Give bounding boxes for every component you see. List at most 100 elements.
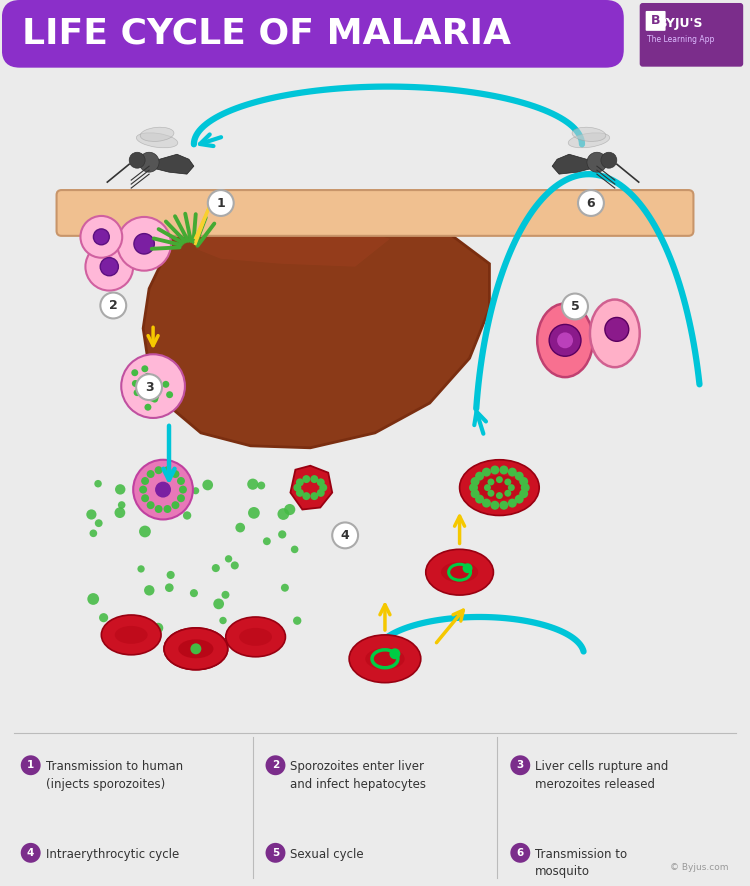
Text: 6: 6 bbox=[586, 197, 596, 209]
Circle shape bbox=[136, 374, 162, 400]
Ellipse shape bbox=[350, 635, 421, 682]
Text: © Byjus.com: © Byjus.com bbox=[670, 863, 728, 872]
Circle shape bbox=[504, 490, 512, 497]
Circle shape bbox=[80, 216, 122, 258]
Circle shape bbox=[500, 501, 508, 509]
Circle shape bbox=[148, 394, 155, 401]
Circle shape bbox=[519, 489, 528, 498]
Circle shape bbox=[549, 324, 581, 356]
Circle shape bbox=[231, 562, 238, 570]
Circle shape bbox=[514, 471, 523, 480]
Text: 5: 5 bbox=[571, 300, 580, 313]
Circle shape bbox=[144, 585, 154, 595]
Circle shape bbox=[482, 468, 491, 477]
FancyBboxPatch shape bbox=[56, 190, 694, 236]
Ellipse shape bbox=[115, 626, 148, 644]
Circle shape bbox=[134, 460, 193, 519]
Circle shape bbox=[94, 480, 102, 487]
Circle shape bbox=[470, 489, 479, 498]
Circle shape bbox=[470, 477, 479, 486]
Text: 4: 4 bbox=[27, 848, 34, 858]
Circle shape bbox=[293, 617, 302, 625]
Circle shape bbox=[139, 525, 151, 538]
Polygon shape bbox=[191, 219, 390, 267]
Circle shape bbox=[488, 478, 494, 486]
Circle shape bbox=[490, 465, 500, 474]
Circle shape bbox=[202, 479, 213, 490]
Circle shape bbox=[291, 546, 298, 553]
Circle shape bbox=[248, 478, 259, 490]
Circle shape bbox=[221, 591, 230, 599]
Circle shape bbox=[153, 623, 164, 633]
Circle shape bbox=[172, 501, 179, 509]
Circle shape bbox=[148, 383, 154, 390]
Circle shape bbox=[208, 190, 234, 216]
Circle shape bbox=[302, 475, 310, 483]
Circle shape bbox=[500, 465, 508, 474]
Circle shape bbox=[225, 556, 232, 563]
Circle shape bbox=[320, 484, 327, 492]
Circle shape bbox=[463, 563, 472, 573]
Circle shape bbox=[296, 478, 304, 486]
Text: 1: 1 bbox=[217, 197, 225, 209]
Circle shape bbox=[141, 374, 155, 388]
Text: Transmission to
mosquito: Transmission to mosquito bbox=[536, 848, 627, 878]
Circle shape bbox=[236, 523, 245, 532]
Circle shape bbox=[145, 404, 152, 411]
Ellipse shape bbox=[460, 460, 539, 516]
Circle shape bbox=[190, 589, 198, 597]
Circle shape bbox=[469, 483, 478, 492]
Circle shape bbox=[115, 484, 125, 494]
Circle shape bbox=[488, 490, 494, 497]
Circle shape bbox=[213, 599, 224, 610]
Circle shape bbox=[389, 649, 400, 659]
Circle shape bbox=[89, 530, 98, 537]
Circle shape bbox=[179, 486, 187, 494]
Circle shape bbox=[21, 755, 40, 775]
Circle shape bbox=[266, 843, 286, 863]
Circle shape bbox=[316, 489, 325, 497]
Polygon shape bbox=[143, 212, 490, 447]
Text: 3: 3 bbox=[517, 760, 524, 770]
Text: 1: 1 bbox=[27, 760, 34, 770]
Circle shape bbox=[259, 632, 268, 641]
Circle shape bbox=[508, 484, 515, 491]
Circle shape bbox=[140, 152, 159, 172]
Circle shape bbox=[183, 511, 191, 520]
Circle shape bbox=[310, 492, 318, 500]
Circle shape bbox=[316, 478, 325, 486]
Ellipse shape bbox=[572, 128, 606, 142]
FancyBboxPatch shape bbox=[2, 0, 624, 67]
Ellipse shape bbox=[568, 133, 610, 148]
Circle shape bbox=[284, 504, 296, 515]
Circle shape bbox=[188, 630, 196, 639]
Circle shape bbox=[129, 152, 146, 168]
Circle shape bbox=[562, 293, 588, 320]
Circle shape bbox=[496, 492, 502, 499]
Circle shape bbox=[94, 519, 103, 527]
Ellipse shape bbox=[478, 475, 521, 501]
Text: Liver cells rupture and
merozoites released: Liver cells rupture and merozoites relea… bbox=[536, 760, 668, 791]
Text: 2: 2 bbox=[272, 760, 279, 770]
Text: 3: 3 bbox=[145, 381, 154, 393]
Ellipse shape bbox=[178, 640, 214, 658]
Circle shape bbox=[475, 471, 484, 480]
Circle shape bbox=[557, 332, 573, 348]
Ellipse shape bbox=[164, 628, 228, 670]
Circle shape bbox=[86, 509, 97, 519]
Ellipse shape bbox=[101, 615, 161, 655]
Circle shape bbox=[248, 507, 259, 518]
Ellipse shape bbox=[441, 562, 479, 582]
Text: Sporozoites enter liver
and infect hepatocytes: Sporozoites enter liver and infect hepat… bbox=[290, 760, 427, 791]
Circle shape bbox=[162, 381, 170, 388]
Circle shape bbox=[154, 466, 163, 474]
Text: BYJU'S: BYJU'S bbox=[658, 18, 704, 30]
Circle shape bbox=[519, 477, 528, 486]
Circle shape bbox=[172, 470, 179, 478]
Circle shape bbox=[152, 393, 159, 400]
Text: 5: 5 bbox=[272, 848, 279, 858]
Circle shape bbox=[296, 489, 304, 497]
Circle shape bbox=[147, 501, 154, 509]
Circle shape bbox=[139, 494, 146, 502]
Circle shape bbox=[141, 477, 149, 485]
